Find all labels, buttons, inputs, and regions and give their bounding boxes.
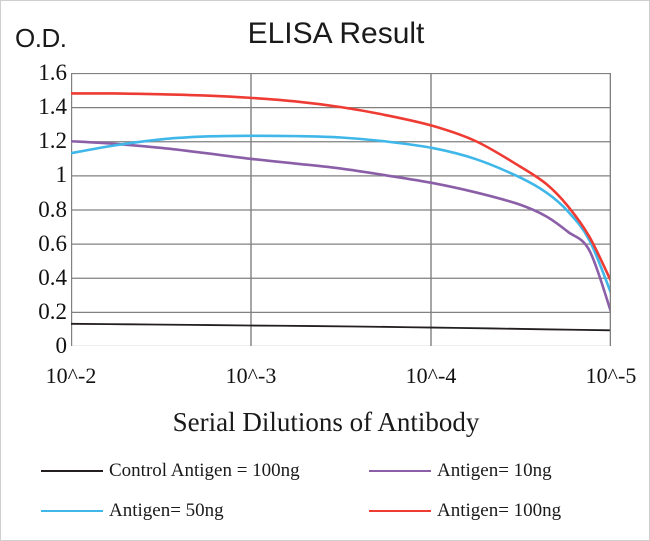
legend-item[interactable]: Antigen= 10ng (369, 460, 552, 482)
legend-item[interactable]: Antigen= 100ng (369, 500, 561, 522)
y-tick-label: 0.2 (38, 298, 67, 324)
y-tick-label: 1 (55, 162, 68, 188)
series-line (71, 322, 611, 332)
series-line (71, 134, 611, 295)
legend-color-swatch (41, 470, 103, 472)
y-axis-title: O.D. (15, 23, 67, 53)
x-tick-label: 10^-4 (405, 363, 457, 388)
x-axis-title: Serial Dilutions of Antibody (172, 407, 480, 437)
legend-item[interactable]: Control Antigen = 100ng (41, 460, 300, 482)
y-tick-label: 1.2 (38, 128, 67, 154)
legend-color-swatch (41, 510, 103, 512)
y-tick-label: 0.8 (38, 196, 67, 222)
legend-label: Antigen= 50ng (109, 500, 224, 521)
series-line (71, 139, 611, 314)
plot-area (71, 73, 611, 346)
legend-color-swatch (369, 510, 431, 512)
legend-label: Antigen= 100ng (437, 500, 562, 521)
y-axis-tick-labels: 1.6 1.4 1.2 1 0.8 0.6 0.4 0.2 0 (1, 1, 68, 540)
series-line (71, 92, 611, 283)
legend-label: Antigen= 10ng (437, 460, 552, 481)
x-tick-label: 10^-5 (585, 363, 637, 388)
x-tick-label: 10^-3 (225, 363, 277, 388)
y-tick-label: 1.6 (38, 60, 67, 85)
y-tick-label: 0 (55, 333, 68, 358)
y-tick-label: 0.6 (38, 230, 67, 256)
chart-legend: Control Antigen = 100ng Antigen= 10ng Anti… (1, 456, 649, 540)
legend-label: Control Antigen = 100ng (109, 460, 300, 481)
plot-svg (71, 73, 611, 346)
x-tick-label: 10^-2 (45, 363, 97, 388)
y-tick-label: 0.4 (38, 264, 67, 290)
legend-item[interactable]: Antigen= 50ng (41, 500, 224, 522)
legend-color-swatch (369, 470, 431, 472)
y-tick-label: 1.4 (38, 94, 67, 120)
chart-title: ELISA Result (247, 17, 425, 50)
x-axis-tick-labels: 10^-2 10^-3 10^-4 10^-5 (1, 363, 649, 397)
